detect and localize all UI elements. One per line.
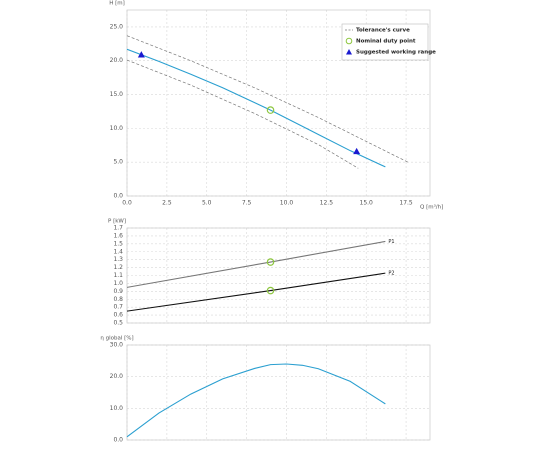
y-tick-label: 1.0 bbox=[113, 280, 123, 287]
data-line bbox=[126, 363, 386, 438]
x-tick-label: 15.0 bbox=[360, 200, 374, 207]
x-tick-label: 5.0 bbox=[202, 200, 212, 207]
legend-swatch bbox=[346, 49, 352, 55]
legend-swatch bbox=[345, 37, 353, 45]
x-tick-label: 17.5 bbox=[399, 200, 413, 207]
x-tick-label: 12.5 bbox=[320, 200, 334, 207]
x-tick-label: 2.5 bbox=[162, 200, 172, 207]
y-tick-label: 1.7 bbox=[113, 225, 123, 232]
y-tick-label: 1.5 bbox=[113, 240, 123, 247]
y-tick-label: 0.0 bbox=[113, 437, 123, 444]
plot-frame bbox=[126, 344, 431, 441]
plot-frame bbox=[126, 227, 431, 324]
x-tick-label: 7.5 bbox=[242, 200, 252, 207]
y-tick-label: 10.0 bbox=[110, 125, 124, 132]
y-tick-label: 20.0 bbox=[110, 57, 124, 64]
line-label: P2 bbox=[388, 271, 394, 277]
y-tick-label: 20.0 bbox=[110, 373, 124, 380]
y-tick-label: 0.6 bbox=[113, 312, 123, 319]
x-axis-label: Q [m³/h] bbox=[420, 204, 443, 211]
y-tick-label: 0.9 bbox=[113, 288, 123, 295]
marker bbox=[137, 51, 145, 58]
y-tick-label: 30.0 bbox=[110, 342, 124, 349]
marker bbox=[266, 258, 275, 266]
y-tick-label: 10.0 bbox=[110, 405, 124, 412]
y-axis-label: P [kW] bbox=[108, 219, 126, 225]
data-line bbox=[126, 240, 386, 288]
data-line bbox=[126, 272, 386, 312]
data-line bbox=[126, 59, 359, 169]
y-tick-label: 5.0 bbox=[113, 159, 123, 166]
marker bbox=[353, 147, 361, 155]
y-tick-label: 1.4 bbox=[113, 248, 123, 255]
legend-box bbox=[341, 23, 429, 61]
y-tick-label: 0.5 bbox=[113, 320, 123, 327]
legend-label: Tolerance's curve bbox=[356, 28, 410, 34]
legend-label: Nominal duty point bbox=[356, 39, 416, 45]
plot-frame bbox=[126, 9, 431, 197]
data-line bbox=[126, 35, 410, 164]
y-tick-label: 1.6 bbox=[113, 232, 123, 239]
marker bbox=[266, 286, 275, 295]
y-tick-label: 1.2 bbox=[113, 264, 123, 271]
y-tick-label: 1.1 bbox=[113, 272, 123, 279]
y-axis-label: η global [%] bbox=[100, 336, 133, 342]
y-tick-label: 0.8 bbox=[113, 296, 123, 303]
y-tick-label: 25.0 bbox=[110, 23, 124, 30]
x-tick-label: 10.0 bbox=[280, 200, 294, 207]
y-tick-label: 0.0 bbox=[113, 193, 123, 200]
y-tick-label: 0.7 bbox=[113, 304, 123, 311]
y-tick-label: 15.0 bbox=[110, 91, 124, 98]
y-axis-label: H [m] bbox=[109, 1, 125, 7]
marker bbox=[266, 106, 275, 114]
line-label: P1 bbox=[388, 239, 394, 245]
x-tick-label: 0.0 bbox=[122, 200, 132, 207]
legend-label: Suggested working range bbox=[356, 50, 436, 56]
y-tick-label: 1.3 bbox=[113, 256, 123, 263]
data-line bbox=[126, 48, 386, 168]
